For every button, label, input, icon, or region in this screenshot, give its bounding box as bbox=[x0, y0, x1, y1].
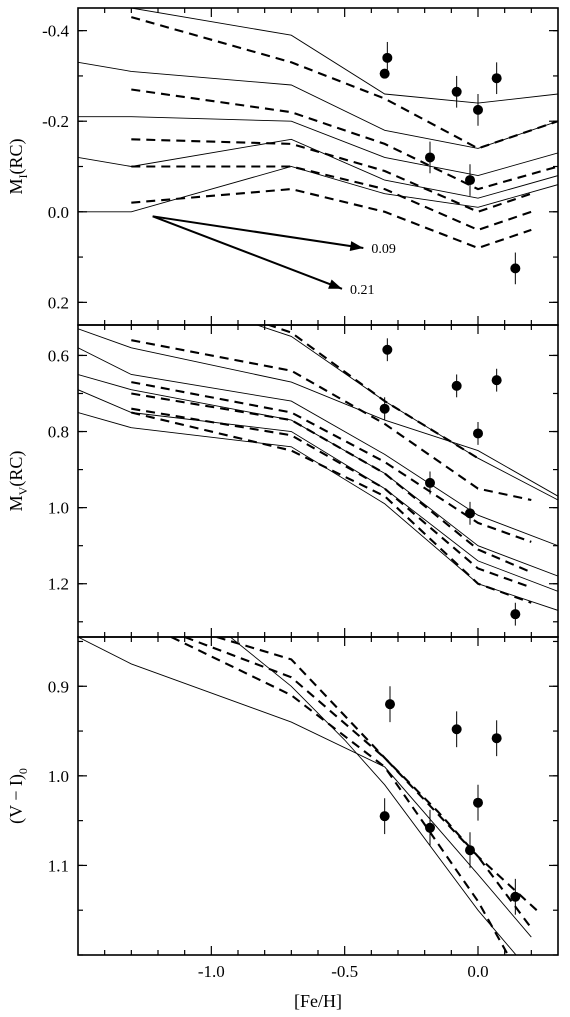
x-tick-label: -1.0 bbox=[198, 962, 225, 981]
model-line-solid-0 bbox=[78, 328, 558, 497]
y-axis-label: MV(RC) bbox=[6, 451, 30, 512]
data-point bbox=[510, 263, 521, 274]
reddening-arrow bbox=[152, 215, 364, 250]
data-point bbox=[473, 104, 483, 115]
y-tick-label: 0.0 bbox=[48, 203, 69, 222]
data-point bbox=[382, 344, 393, 355]
model-line-dashed-2 bbox=[131, 392, 532, 574]
model-line-dashed-0 bbox=[184, 637, 533, 929]
y-tick-label: 0.2 bbox=[48, 293, 69, 312]
model-line-dashed-5 bbox=[265, 325, 479, 460]
arrow-head bbox=[349, 241, 364, 251]
panel-v-i-color: 0.9 1.0 1.1 -1.0 -0.5 0.0 [Fe/H] (V − I)0 bbox=[6, 636, 559, 1011]
y-axis-label: (V − I)0 bbox=[6, 768, 30, 824]
y-tick-label: 1.2 bbox=[48, 575, 69, 594]
arrow-label: 0.09 bbox=[371, 242, 396, 257]
y-tick-label: 1.1 bbox=[48, 856, 69, 875]
data-point bbox=[473, 428, 483, 439]
x-tick-label: -0.5 bbox=[331, 962, 358, 981]
data-point bbox=[473, 797, 483, 808]
data-point bbox=[385, 699, 395, 710]
data-point bbox=[425, 822, 435, 833]
data-point bbox=[510, 609, 521, 620]
y-tick-label: 0.6 bbox=[48, 346, 69, 365]
y-tick-label: 1.0 bbox=[48, 499, 69, 518]
panel-frame bbox=[77, 636, 559, 956]
data-point bbox=[491, 733, 502, 744]
model-line-dashed-1 bbox=[170, 637, 510, 955]
y-tick-label: 0.9 bbox=[48, 677, 69, 696]
arrow-label: 0.21 bbox=[350, 283, 375, 298]
data-point bbox=[451, 724, 462, 735]
model-line-solid-2 bbox=[78, 374, 558, 577]
data-point bbox=[379, 811, 390, 822]
data-point bbox=[465, 845, 475, 856]
model-line-solid-0 bbox=[78, 61, 558, 149]
model-line-dashed-0 bbox=[131, 339, 532, 502]
model-line-dashed-1 bbox=[131, 88, 558, 191]
data-point bbox=[379, 68, 390, 79]
panel-frame bbox=[77, 324, 559, 638]
model-line-solid-2 bbox=[78, 138, 558, 199]
y-tick-label: 0.8 bbox=[48, 423, 69, 442]
y-tick-label: 1.0 bbox=[48, 767, 69, 786]
data-point bbox=[379, 403, 390, 414]
arrow-head bbox=[328, 279, 342, 289]
y-tick-label: -0.2 bbox=[42, 112, 69, 131]
model-line-solid-1 bbox=[78, 116, 558, 177]
model-line-solid-4 bbox=[78, 412, 558, 611]
model-line-dashed-3 bbox=[131, 165, 532, 232]
model-line-dashed-4 bbox=[131, 188, 532, 250]
model-line-solid-1 bbox=[229, 637, 517, 955]
model-line-solid-4 bbox=[131, 8, 558, 104]
plot-area bbox=[78, 637, 538, 955]
data-point bbox=[465, 508, 475, 519]
model-line-solid-1 bbox=[78, 347, 558, 547]
data-point bbox=[451, 380, 462, 391]
model-line-dashed-2 bbox=[131, 138, 532, 213]
y-tick-label: -0.4 bbox=[42, 22, 69, 41]
data-point bbox=[465, 175, 475, 186]
model-line-dashed-4 bbox=[131, 411, 532, 604]
data-point bbox=[510, 891, 521, 902]
data-point bbox=[491, 73, 502, 84]
y-axis-label: MI(RC) bbox=[6, 138, 30, 194]
data-point bbox=[382, 52, 393, 63]
model-line-dashed-0 bbox=[131, 16, 558, 150]
model-line-solid-3 bbox=[78, 389, 558, 592]
panel-mi-rc: 0.09 0.21 -0.4 -0.2 0.0 0.2 MI(RC) bbox=[6, 7, 559, 326]
model-line-solid-3 bbox=[78, 166, 558, 213]
plot-area bbox=[78, 8, 558, 250]
model-line-dashed-3 bbox=[131, 407, 532, 589]
plot-area bbox=[78, 325, 558, 611]
data-point bbox=[451, 86, 462, 97]
model-line-dashed-2 bbox=[216, 637, 538, 911]
reddening-arrow bbox=[152, 215, 343, 290]
model-line-dashed-1 bbox=[131, 381, 532, 543]
data-point bbox=[425, 477, 435, 488]
panel-mv-rc: 0.6 0.8 1.0 1.2 MV(RC) bbox=[6, 324, 559, 638]
model-line-solid-0 bbox=[78, 637, 532, 938]
data-point bbox=[491, 375, 502, 386]
data-point bbox=[425, 152, 435, 163]
x-axis-label: [Fe/H] bbox=[294, 991, 342, 1011]
x-tick-label: 0.0 bbox=[467, 962, 488, 981]
